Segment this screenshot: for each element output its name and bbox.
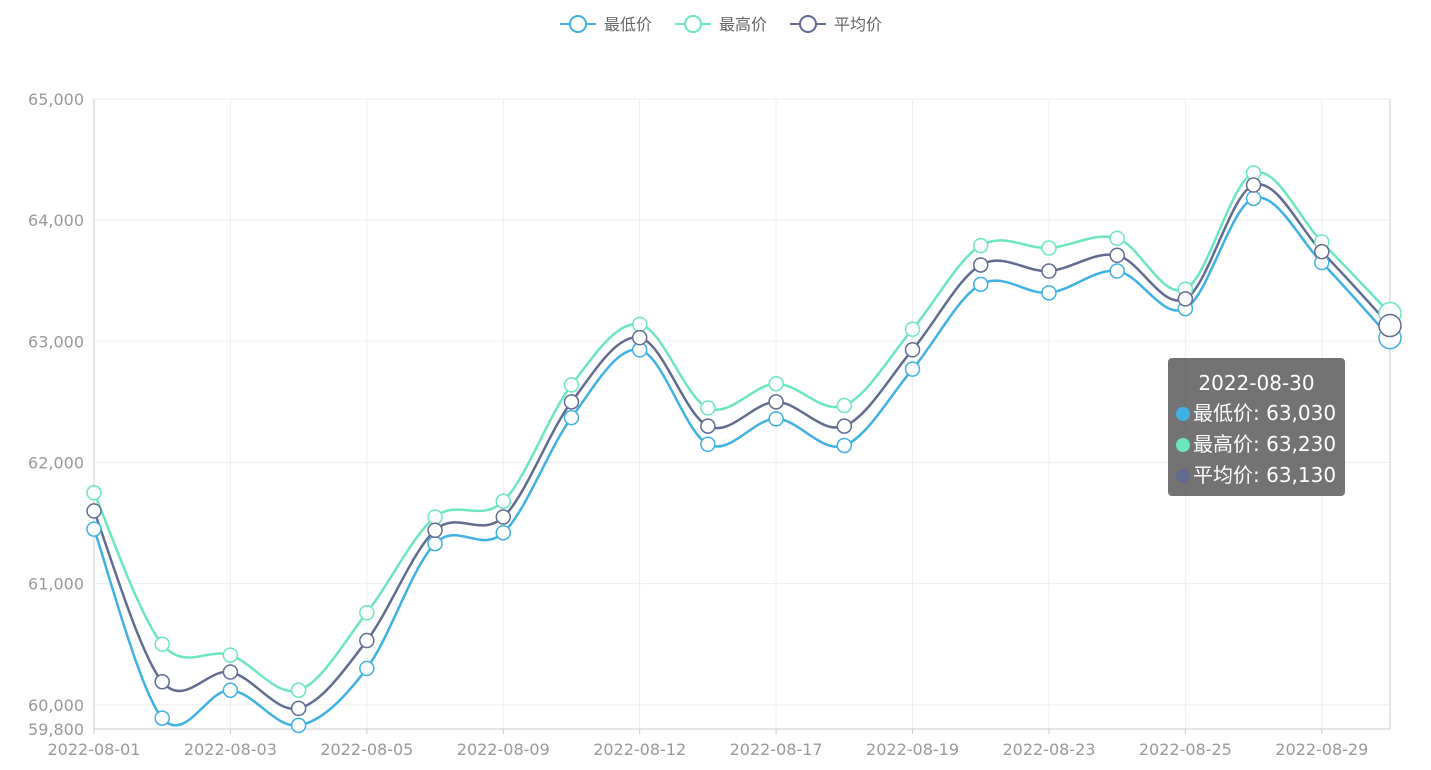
data-point	[700, 418, 716, 434]
data-point	[427, 522, 443, 539]
tooltip-dot-low	[1176, 407, 1190, 421]
data-point	[972, 257, 989, 273]
y-tick-label: 59,800	[28, 720, 84, 739]
data-point	[86, 521, 102, 537]
legend-label: 最高价	[719, 15, 767, 34]
data-point	[836, 437, 853, 454]
data-point	[359, 660, 375, 677]
legend: 最低价 最高价 平均价	[560, 15, 882, 34]
data-point	[768, 375, 784, 392]
data-point	[359, 604, 375, 621]
x-tick-label: 2022-08-23	[1002, 740, 1095, 759]
tooltip-label-high: 最高价: 63,230	[1193, 432, 1337, 456]
legend-item-1[interactable]: 最低价	[560, 15, 652, 34]
x-tick-label: 2022-08-19	[866, 740, 959, 759]
data-point	[836, 397, 853, 414]
data-point	[290, 682, 307, 698]
data-point	[290, 700, 307, 717]
data-point	[495, 524, 512, 541]
data-point	[222, 647, 239, 663]
tooltip-label-low: 最低价: 63,030	[1193, 401, 1337, 425]
legend-circle-icon	[799, 15, 817, 33]
y-tick-label: 61,000	[28, 575, 84, 594]
data-point	[1109, 247, 1125, 264]
y-tick-label: 65,000	[28, 90, 84, 109]
data-point	[222, 682, 239, 698]
data-point	[563, 394, 580, 410]
legend-item-2[interactable]: 最高价	[675, 15, 767, 34]
data-point	[1109, 263, 1125, 279]
y-tick-label: 63,000	[28, 332, 84, 351]
x-tick-label: 2022-08-03	[184, 740, 277, 759]
data-point	[86, 485, 102, 501]
x-tick-label: 2022-08-01	[48, 740, 141, 759]
data-point	[904, 321, 921, 337]
y-tick-label: 62,000	[28, 453, 84, 472]
axes: 65,000 64,000 63,000 62,000 61,000 60,000 59,8…	[28, 90, 1391, 759]
data-point	[700, 436, 716, 453]
x-tick-label: 2022-08-09	[457, 740, 550, 759]
legend-circle-icon	[569, 15, 587, 33]
y-tick-label: 60,000	[28, 696, 84, 715]
data-point	[427, 535, 443, 552]
data-point	[904, 342, 921, 358]
series-points	[86, 165, 1402, 734]
legend-label: 平均价	[834, 15, 882, 34]
data-point	[1041, 285, 1057, 301]
data-point	[1177, 291, 1194, 307]
data-point	[700, 400, 716, 416]
data-point	[631, 329, 648, 346]
data-point	[154, 710, 170, 726]
y-tick-label: 64,000	[28, 211, 84, 230]
data-point	[1314, 243, 1330, 260]
data-point	[563, 377, 580, 393]
data-point	[495, 509, 512, 525]
tooltip-title: 2022-08-30	[1198, 371, 1315, 395]
x-tick-label: 2022-08-29	[1275, 740, 1368, 759]
tooltip-label-avg: 平均价: 63,130	[1193, 463, 1337, 487]
data-point	[359, 632, 375, 649]
data-point	[1041, 263, 1057, 279]
data-point	[86, 503, 102, 519]
data-point	[1245, 177, 1262, 193]
legend-label: 最低价	[604, 15, 652, 34]
x-tick-label: 2022-08-05	[320, 740, 413, 759]
data-point	[768, 411, 784, 427]
tooltip-dot-high	[1176, 438, 1190, 452]
data-point	[904, 361, 921, 377]
data-point	[1109, 230, 1125, 247]
data-point	[631, 316, 648, 333]
x-tick-label: 2022-08-12	[593, 740, 686, 759]
data-point	[222, 664, 239, 680]
tooltip-row-high: 最高价: 63,230	[1176, 429, 1337, 460]
tooltip-row-avg: 平均价: 63,130	[1176, 460, 1337, 491]
x-tick-label: 2022-08-17	[730, 740, 823, 759]
data-point	[1378, 313, 1402, 338]
data-point	[1041, 240, 1057, 256]
tooltip: 2022-08-30 最低价: 63,030 最高价: 63,230 平均价: …	[1168, 358, 1345, 496]
data-point	[563, 409, 580, 426]
legend-item-3[interactable]: 平均价	[790, 15, 882, 34]
tooltip-row-low: 最低价: 63,030	[1176, 398, 1337, 429]
data-point	[154, 636, 170, 652]
x-tick-label: 2022-08-25	[1139, 740, 1232, 759]
data-point	[972, 237, 989, 254]
tooltip-dot-avg	[1176, 469, 1190, 483]
data-point	[972, 276, 989, 293]
legend-circle-icon	[684, 15, 702, 33]
data-point	[1245, 190, 1262, 207]
data-point	[290, 717, 307, 734]
data-point	[427, 509, 443, 525]
data-point	[495, 493, 512, 509]
data-point	[768, 394, 784, 410]
data-point	[154, 674, 170, 690]
data-point	[836, 418, 853, 434]
